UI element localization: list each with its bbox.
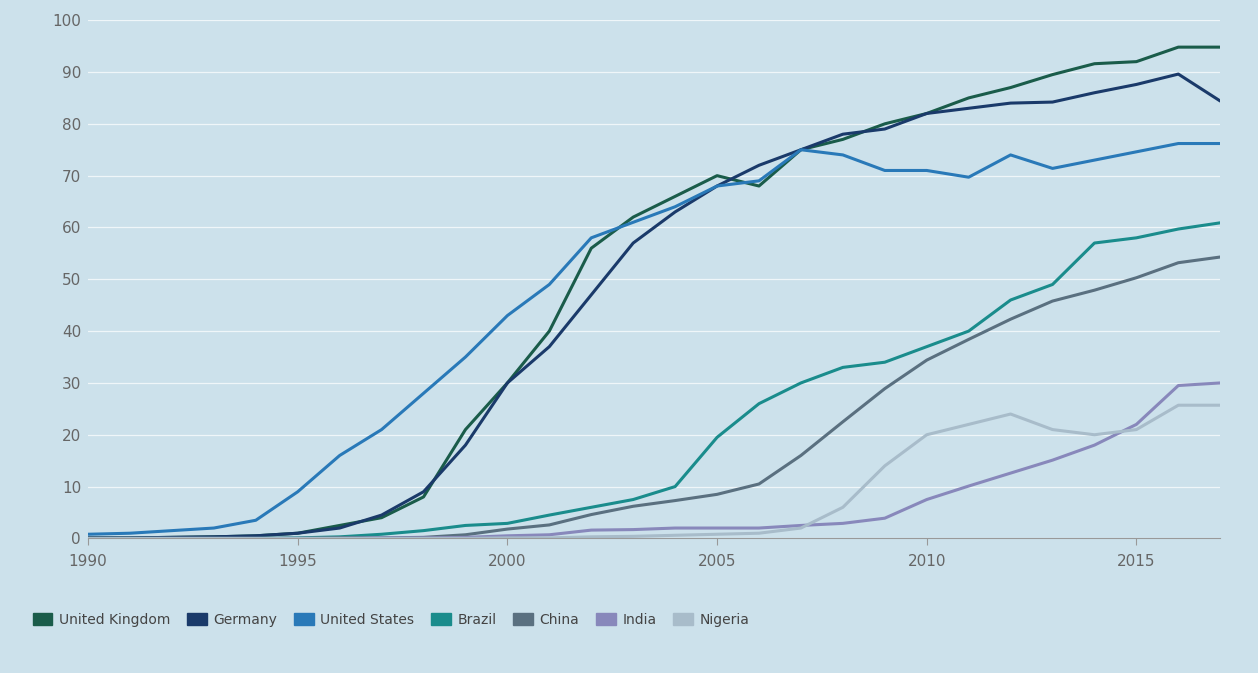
Legend: United Kingdom, Germany, United States, Brazil, China, India, Nigeria: United Kingdom, Germany, United States, … <box>33 612 750 627</box>
